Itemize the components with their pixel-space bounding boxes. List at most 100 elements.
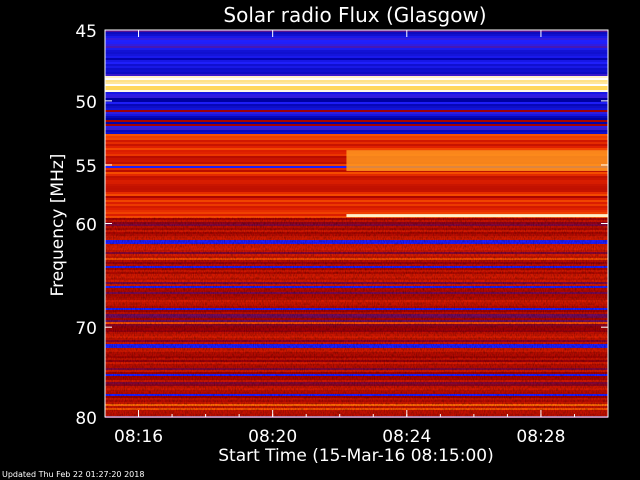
frequency-row <box>105 74 608 76</box>
frequency-row <box>105 134 608 136</box>
frequency-row <box>105 184 608 186</box>
frequency-row <box>105 44 608 46</box>
frequency-row <box>105 88 608 90</box>
frequency-row <box>105 62 608 64</box>
frequency-row <box>105 86 608 88</box>
frequency-row <box>105 120 608 122</box>
y-axis: 45 50 55 60 70 80 <box>75 22 608 429</box>
frequency-row <box>105 110 608 112</box>
frequency-row <box>105 124 608 126</box>
frequency-row <box>105 34 608 36</box>
frequency-row <box>105 78 608 80</box>
frequency-row <box>105 202 608 204</box>
frequency-row <box>105 190 608 192</box>
frequency-row <box>105 112 608 114</box>
y-tick-label: 55 <box>75 157 97 177</box>
frequency-row <box>105 108 608 110</box>
emission-line <box>346 214 608 218</box>
x-axis: 08:16 08:20 08:24 08:28 <box>104 30 609 447</box>
frequency-row <box>105 52 608 54</box>
frequency-row <box>105 122 608 124</box>
frequency-row <box>105 140 608 142</box>
frequency-row <box>105 96 608 98</box>
frequency-row <box>105 138 608 140</box>
frequency-row <box>105 54 608 56</box>
frequency-row <box>105 48 608 50</box>
frequency-row <box>105 64 608 66</box>
frequency-row <box>105 40 608 42</box>
chart-title: Solar radio Flux (Glasgow) <box>223 3 486 27</box>
frequency-row <box>105 206 608 208</box>
y-axis-label-text: Frequency <box>48 209 68 297</box>
frequency-row <box>105 116 608 118</box>
frequency-row <box>105 142 608 144</box>
y-axis-label: Frequency [MHz] <box>48 154 68 297</box>
y-tick-label: 60 <box>75 216 97 236</box>
frequency-row <box>105 210 608 212</box>
frequency-row <box>105 208 608 210</box>
y-tick-label: 80 <box>75 409 97 429</box>
frequency-row <box>105 196 608 198</box>
frequency-row <box>105 50 608 52</box>
frequency-row <box>105 30 608 32</box>
y-axis-label-bracket-open: [ <box>48 197 68 209</box>
frequency-row <box>105 174 608 176</box>
frequency-row <box>105 132 608 134</box>
y-axis-label-unit: MHz <box>48 160 68 196</box>
frequency-row <box>105 102 608 104</box>
frequency-row <box>105 42 608 44</box>
x-tick-label: 08:20 <box>248 427 297 447</box>
frequency-row <box>105 128 608 130</box>
x-tick-label: 08:16 <box>114 427 163 447</box>
frequency-row <box>105 84 608 86</box>
frequency-row <box>105 76 608 78</box>
y-axis-label-bracket-close: ] <box>48 154 68 161</box>
x-tick-label: 08:28 <box>516 427 565 447</box>
frequency-row <box>105 72 608 74</box>
frequency-row <box>105 186 608 188</box>
x-tick-label: 08:24 <box>382 427 431 447</box>
frequency-row <box>105 90 608 92</box>
frequency-row <box>105 68 608 70</box>
frequency-row <box>105 198 608 200</box>
frequency-row <box>105 58 608 60</box>
frequency-row <box>105 56 608 58</box>
frequency-row <box>105 130 608 132</box>
frequency-row <box>105 92 608 94</box>
frequency-row <box>105 136 608 138</box>
frequency-row <box>105 188 608 190</box>
frequency-row <box>105 114 608 116</box>
frequency-row <box>105 80 608 82</box>
frequency-row <box>105 146 608 148</box>
frequency-row <box>105 172 608 174</box>
frequency-row <box>105 182 608 184</box>
frequency-row <box>105 176 608 178</box>
frequency-row <box>105 70 608 72</box>
y-tick-label: 70 <box>75 319 97 339</box>
frequency-row <box>105 148 608 150</box>
frequency-row <box>105 66 608 68</box>
y-tick-label: 45 <box>75 22 97 42</box>
frequency-row <box>105 82 608 84</box>
frequency-row <box>105 94 608 96</box>
frequency-row <box>105 104 608 106</box>
frequency-row <box>105 192 608 194</box>
frequency-row <box>105 212 608 214</box>
frequency-row <box>105 32 608 34</box>
frequency-row <box>105 126 608 128</box>
frequency-row <box>105 98 608 100</box>
frequency-row <box>105 100 608 102</box>
y-tick-label: 50 <box>75 93 97 113</box>
update-timestamp: Updated Thu Feb 22 01:27:20 2018 <box>2 470 145 479</box>
frequency-row <box>105 38 608 40</box>
frequency-row <box>105 46 608 48</box>
frequency-row <box>105 200 608 202</box>
frequency-row <box>105 36 608 38</box>
frequency-row <box>105 144 608 146</box>
frequency-row <box>105 118 608 120</box>
x-axis-label: Start Time (15-Mar-16 08:15:00) <box>218 446 493 466</box>
plot-area <box>105 30 608 418</box>
frequency-row <box>105 178 608 180</box>
frequency-row <box>105 60 608 62</box>
